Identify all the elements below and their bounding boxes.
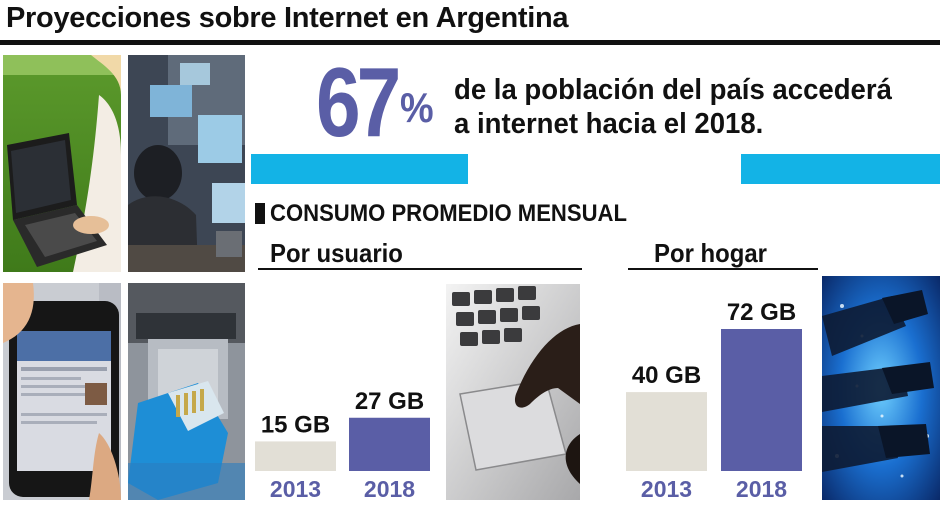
headline-text-line1: de la población del país accederá [454,74,892,106]
headline-percent-sign: % [400,84,434,131]
ethernet-cable-photo [128,283,245,500]
computer-users-photo [128,55,245,272]
smartphone-photo [3,283,121,500]
computer-users-illustration [128,55,245,272]
chart-rule-por-usuario [258,268,582,270]
section-marker [255,203,265,224]
bar-por-hogar-2018 [721,329,802,471]
page-title: Proyecciones sobre Internet en Argentina [6,2,569,34]
headline-percent-number: 67 [316,47,401,157]
bar-por-usuario-2018 [349,417,430,471]
smartphone-illustration [3,283,121,500]
cyan-divider-left [251,154,468,184]
touchpad-illustration [446,284,580,500]
cyan-divider-right [741,154,940,184]
value-label-por-hogar-2018: 72 GB [727,299,796,326]
chart-title-por-hogar: Por hogar [654,238,767,268]
bar-por-usuario-2013 [255,441,336,471]
chart-rule-por-hogar [628,268,818,270]
value-label-por-hogar-2013: 40 GB [632,362,701,389]
year-label-por-hogar-2018: 2018 [736,476,787,502]
title-rule [0,40,940,45]
year-label-por-usuario-2018: 2018 [364,476,415,502]
fiber-optic-illustration [822,276,940,500]
year-label-por-hogar-2013: 2013 [641,476,692,502]
laptop-on-grass-photo [3,55,121,272]
bar-por-hogar-2013 [626,392,707,471]
fiber-optic-photo [822,276,940,500]
ethernet-cable-illustration [128,283,245,500]
section-title: CONSUMO PROMEDIO MENSUAL [270,200,627,227]
headline-text-line2: a internet hacia el 2018. [454,108,764,140]
year-label-por-usuario-2013: 2013 [270,476,321,502]
laptop-on-grass-illustration [3,55,121,272]
value-label-por-usuario-2013: 15 GB [261,411,330,438]
value-label-por-usuario-2018: 27 GB [355,388,424,415]
chart-title-por-usuario: Por usuario [270,238,403,268]
touchpad-photo [446,284,580,500]
